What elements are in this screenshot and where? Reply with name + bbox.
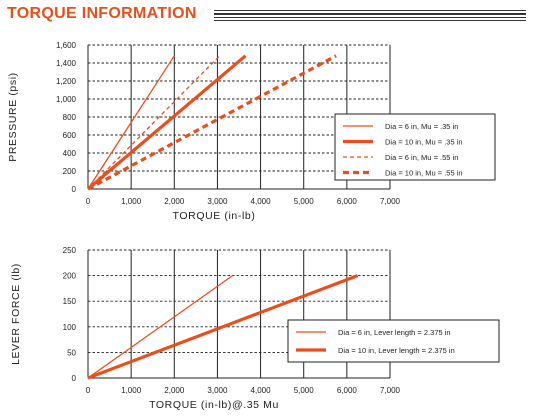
- title-rules: [214, 10, 526, 23]
- y-tick-label: 1,000: [56, 95, 77, 104]
- chart-1: 0 200 400 600 800 1,000 1,200 1,400 1,600 0 1,000 2…: [7, 41, 496, 222]
- legend: Dia = 6 in, Mu = .35 in Dia = 10 in, Mu =…: [334, 113, 496, 181]
- x-tick-label: 6,000: [337, 197, 358, 206]
- y-tick-label: 250: [63, 246, 77, 255]
- x-tick-label: 1,000: [121, 197, 142, 206]
- y-tick-label: 1,400: [56, 59, 77, 68]
- x-tick-label: 7,000: [380, 197, 401, 206]
- x-axis-label: TORQUE (in-lb)@.35 Mu: [149, 399, 279, 411]
- legend-label: Dia = 6 in, Lever length = 2.375 in: [338, 328, 451, 337]
- legend: Dia = 6 in, Lever length = 2.375 in Dia =…: [287, 319, 500, 363]
- page-title: TORQUE INFORMATION: [7, 5, 197, 22]
- x-tick-label: 1,000: [121, 386, 142, 395]
- x-tick-label: 6,000: [337, 386, 358, 395]
- y-tick-label: 200: [63, 167, 77, 176]
- y-axis-label: LEVER FORCE (lb): [10, 263, 22, 365]
- x-tick-label: 2,000: [164, 386, 185, 395]
- legend-label: Dia = 10 in, Mu = .35 in: [385, 138, 463, 147]
- x-tick-label: 7,000: [380, 386, 401, 395]
- legend-box: [334, 113, 496, 181]
- x-tick-label: 0: [86, 197, 91, 206]
- y-tick-label: 150: [63, 297, 77, 306]
- legend-label: Dia = 10 in, Mu = .55 in: [385, 169, 463, 178]
- y-tick-label: 400: [63, 149, 77, 158]
- legend-label: Dia = 6 in, Mu = .35 in: [385, 122, 458, 131]
- legend-label: Dia = 6 in, Mu = .55 in: [385, 153, 458, 162]
- chart-2: 0 50 100 150 200 250 0 1,000 2,000 3,000 4,000 5,00…: [10, 246, 500, 411]
- x-tick-label: 4,000: [251, 197, 272, 206]
- y-tick-label: 0: [72, 374, 77, 383]
- series-line: [87, 54, 337, 191]
- series-line: [87, 275, 233, 379]
- x-tick-label: 5,000: [294, 386, 315, 395]
- series-line: [86, 54, 247, 191]
- legend-box: [287, 319, 500, 363]
- y-tick-label: 50: [67, 348, 76, 357]
- x-tick-label: 3,000: [207, 197, 228, 206]
- y-tick-label: 800: [63, 113, 77, 122]
- x-tick-label: 5,000: [294, 197, 315, 206]
- x-tick-label: 0: [86, 386, 91, 395]
- y-tick-label: 1,200: [56, 77, 77, 86]
- y-tick-label: 600: [63, 131, 77, 140]
- x-axis-label: TORQUE (in-lb): [173, 210, 256, 222]
- x-tick-label: 3,000: [207, 386, 228, 395]
- series-line: [87, 55, 175, 190]
- y-tick-label: 100: [63, 323, 77, 332]
- y-tick-label: 200: [63, 272, 77, 281]
- x-tick-label: 2,000: [164, 197, 185, 206]
- series-line: [87, 55, 221, 190]
- y-axis-label: PRESSURE (psi): [7, 72, 19, 162]
- x-tick-label: 4,000: [251, 386, 272, 395]
- y-tick-label: 0: [72, 185, 77, 194]
- series-line: [87, 274, 359, 380]
- y-tick-label: 1,600: [56, 41, 77, 50]
- legend-label: Dia = 10 in, Lever length = 2.375 in: [338, 346, 455, 355]
